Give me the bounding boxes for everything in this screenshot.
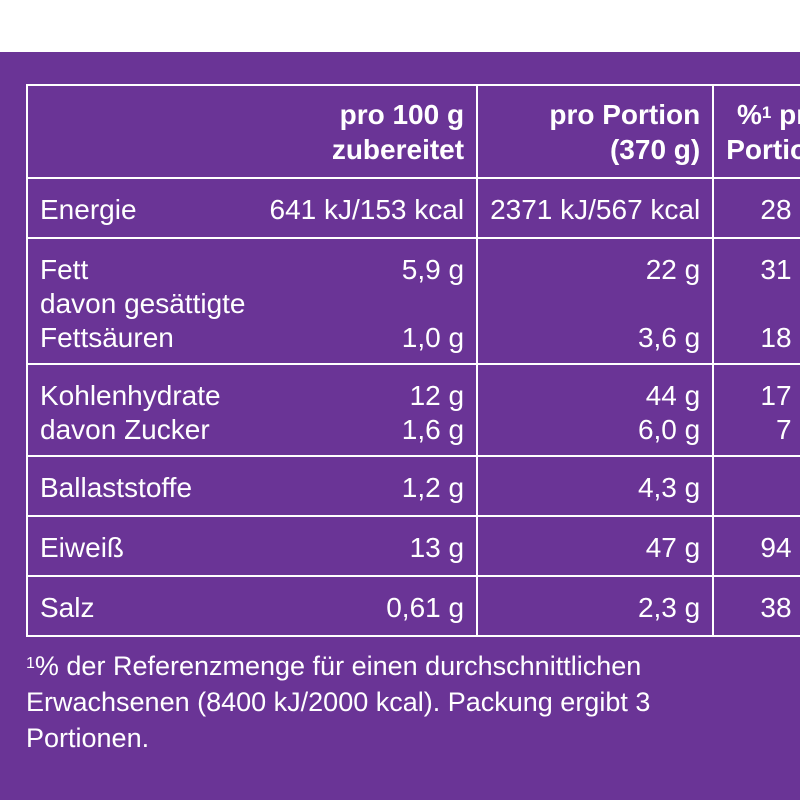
table-row: davon gesättigte: [26, 287, 800, 321]
value-per-portion: 4,3 g: [476, 455, 715, 516]
value-percent: 18 %: [712, 321, 800, 364]
nutrition-panel: pro 100 g zubereitet pro Portion (370 g)…: [0, 52, 800, 800]
row-name-eiweiss: Eiweiß: [26, 515, 258, 576]
header-per-100g: pro 100 g zubereitet: [257, 84, 479, 178]
header-per-portion-line2: (370 g): [609, 134, 701, 165]
value-per-portion: 6,0 g: [476, 413, 715, 456]
value-percent: 28 %: [712, 177, 800, 238]
value-percent: [712, 287, 800, 321]
footnote-marker: 1: [26, 655, 35, 672]
value-per-100g: 12 g: [257, 363, 479, 413]
value-per-portion: [476, 287, 715, 321]
table-row: Energie 641 kJ/153 kcal 2371 kJ/567 kcal…: [26, 177, 800, 238]
value-per-100g: 0,61 g: [257, 575, 479, 637]
header-percent-line1: %1 pro: [737, 99, 800, 130]
header-percent-text: %1 pro: [736, 99, 800, 130]
value-per-100g: [257, 287, 479, 321]
value-percent: 38 %: [712, 575, 800, 637]
table-row: Salz 0,61 g 2,3 g 38 %: [26, 575, 800, 637]
row-name-davon-gesaettigte: davon gesättigte: [26, 287, 258, 321]
value-per-portion: 47 g: [476, 515, 715, 576]
value-per-100g: 13 g: [257, 515, 479, 576]
header-percent-footnote-marker: 1: [761, 103, 772, 122]
header-per-portion-line1: pro Portion: [549, 99, 701, 130]
table-row: Kohlenhydrate 12 g 44 g 17 %: [26, 363, 800, 413]
header-per-portion: pro Portion (370 g): [476, 84, 715, 178]
value-percent: 7 %: [712, 413, 800, 456]
footnote: 1% der Referenzmenge für einen durchschn…: [26, 648, 776, 756]
nutrition-table: pro 100 g zubereitet pro Portion (370 g)…: [26, 84, 800, 637]
row-name-fettsaeuren: Fettsäuren: [26, 321, 258, 364]
value-per-100g: 1,6 g: [257, 413, 479, 456]
value-percent: [712, 455, 800, 516]
table-row: Fett 5,9 g 22 g 31 %: [26, 237, 800, 287]
table-header-row: pro 100 g zubereitet pro Portion (370 g)…: [26, 84, 800, 178]
value-percent: 17 %: [712, 363, 800, 413]
value-per-portion: 44 g: [476, 363, 715, 413]
header-per-100g-line2: zubereitet: [331, 134, 465, 165]
value-percent: 94 %: [712, 515, 800, 576]
row-name-ballaststoffe: Ballaststoffe: [26, 455, 258, 516]
value-per-100g: 641 kJ/153 kcal: [257, 177, 479, 238]
value-per-100g: 1,0 g: [257, 321, 479, 364]
footnote-line2: Erwachsenen (8400 kJ/2000 kcal). Packung…: [26, 687, 651, 753]
footnote-line1: % der Referenzmenge für einen durchschni…: [34, 651, 642, 681]
table-row: Eiweiß 13 g 47 g 94 %: [26, 515, 800, 576]
table-row: davon Zucker 1,6 g 6,0 g 7 %: [26, 413, 800, 456]
value-per-100g: 5,9 g: [257, 237, 479, 287]
row-name-salz: Salz: [26, 575, 258, 637]
header-percent: %1 pro Portion: [712, 84, 800, 178]
value-per-portion: 22 g: [476, 237, 715, 287]
table-row: Fettsäuren 1,0 g 3,6 g 18 %: [26, 321, 800, 364]
row-name-energie: Energie: [26, 177, 258, 238]
row-name-fett: Fett: [26, 237, 258, 287]
header-blank: [26, 84, 258, 178]
row-name-kohlenhydrate: Kohlenhydrate: [26, 363, 258, 413]
value-per-portion: 3,6 g: [476, 321, 715, 364]
table-row: Ballaststoffe 1,2 g 4,3 g: [26, 455, 800, 516]
value-per-portion: 2,3 g: [476, 575, 715, 637]
value-per-100g: 1,2 g: [257, 455, 479, 516]
header-percent-line2: Portion: [726, 134, 800, 165]
header-per-100g-line1: pro 100 g: [339, 99, 465, 130]
row-name-davon-zucker: davon Zucker: [26, 413, 258, 456]
value-percent: 31 %: [712, 237, 800, 287]
value-per-portion: 2371 kJ/567 kcal: [476, 177, 715, 238]
